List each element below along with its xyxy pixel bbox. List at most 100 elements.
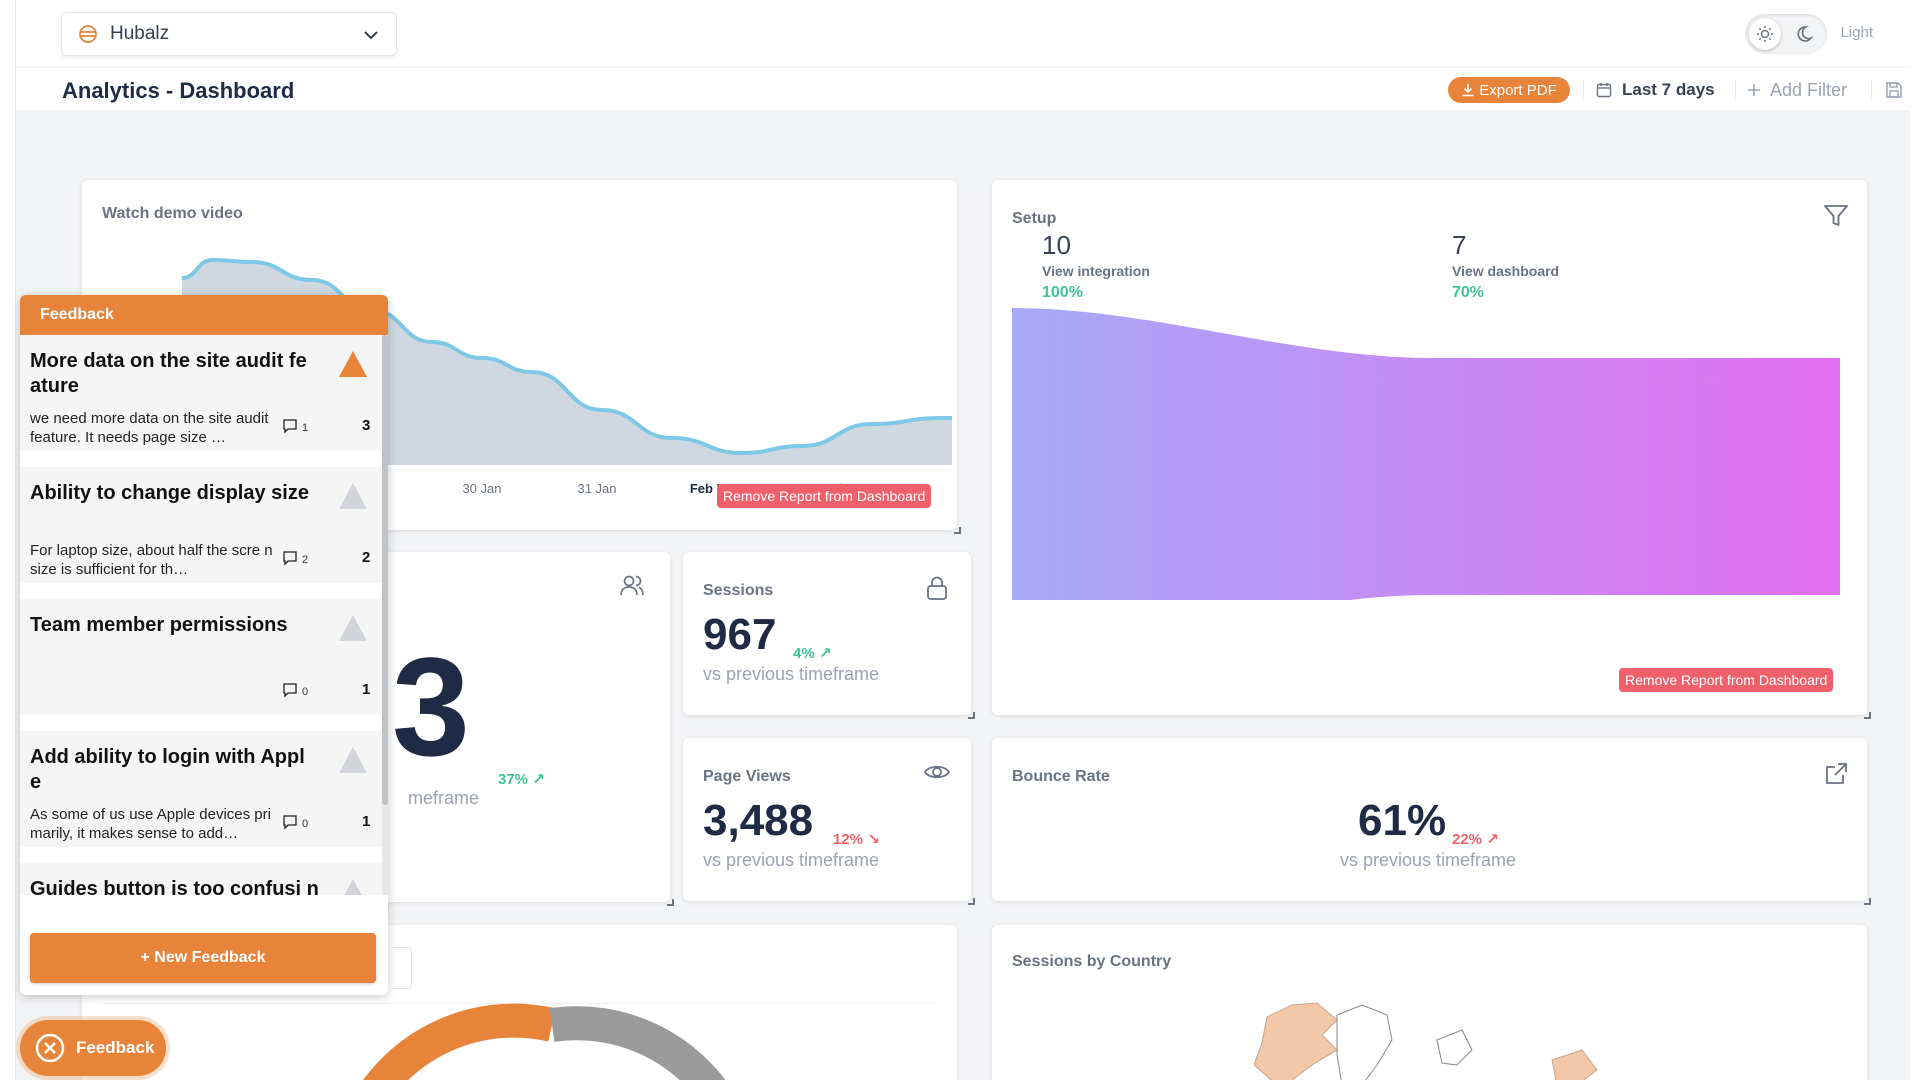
feedback-vote-count: 1 — [362, 681, 371, 698]
remove-report-button[interactable]: Remove Report from Dashboard — [1619, 668, 1834, 692]
feedback-vote-count: 1 — [362, 813, 371, 830]
setup-funnel-chart — [1012, 308, 1840, 600]
resize-handle[interactable] — [1864, 898, 1871, 905]
feedback-item[interactable]: Guides button is too confusi ng — [20, 863, 382, 895]
upvote-icon[interactable] — [338, 613, 368, 643]
users-vs-label: meframe — [408, 788, 480, 808]
users-value: 3 — [392, 628, 470, 785]
sessions-by-country-card: Sessions by Country — [992, 925, 1867, 1080]
upvote-icon[interactable] — [338, 481, 368, 511]
theme-toggle-knob — [1749, 18, 1781, 50]
feedback-vote-count: 2 — [362, 549, 371, 566]
map-region-scandinavia — [1336, 1004, 1393, 1080]
upvote-icon[interactable] — [338, 745, 368, 775]
feedback-item[interactable]: Ability to change display size For laptop… — [20, 467, 382, 591]
setup-funnel-card: Setup 10 View integration 100% 7 View da… — [992, 180, 1871, 719]
page-views-value: 3,488 — [703, 796, 814, 845]
feedback-comments: 1 — [282, 418, 308, 434]
page-views-vs-label: vs previous timeframe — [703, 850, 880, 870]
world-map — [1253, 1002, 1598, 1080]
donut-segment-orange — [363, 1003, 556, 1080]
x-tick-label: 31 Jan — [577, 481, 616, 496]
feedback-item-title: Add ability to login with Appl e — [30, 746, 305, 793]
feedback-list[interactable]: More data on the site audit fe ature we n… — [20, 335, 388, 895]
bounce-rate-card: Bounce Rate 61% 22% ↗ vs previous timefr… — [992, 738, 1871, 905]
card-title: Page Views — [703, 768, 791, 785]
bounce-rate-delta: 22% ↗ — [1452, 831, 1499, 848]
feedback-item-title: Guides button is too confusi ng — [30, 878, 319, 895]
filter-icon[interactable] — [1822, 202, 1850, 230]
feedback-item-title: Ability to change display size — [30, 482, 309, 504]
date-range-picker[interactable]: Last 7 days — [1596, 76, 1715, 104]
feedback-item[interactable]: Add ability to login with Appl e As some … — [20, 731, 382, 855]
divider — [1583, 80, 1584, 100]
upvote-icon[interactable] — [338, 349, 368, 379]
external-link-icon[interactable] — [1822, 760, 1850, 788]
save-icon[interactable] — [1884, 80, 1904, 100]
card-title: Sessions by Country — [1012, 953, 1172, 970]
feedback-vote-count: 3 — [362, 417, 371, 434]
page-views-card: Page Views 3,488 12% ↘ vs previous timef… — [683, 738, 975, 905]
feedback-comments: 2 — [282, 550, 308, 566]
funnel-step-label: View dashboard — [1452, 263, 1560, 279]
divider — [1735, 80, 1736, 100]
donut-segment-gray — [549, 1006, 726, 1080]
theme-toggle[interactable] — [1745, 14, 1827, 54]
resize-handle[interactable] — [954, 527, 961, 534]
resize-handle[interactable] — [968, 712, 975, 719]
sessions-delta-value: 4% — [793, 645, 815, 662]
comment-icon — [283, 551, 297, 566]
resize-handle[interactable] — [1864, 712, 1871, 719]
bounce-rate-vs-label: vs previous timeframe — [1340, 850, 1517, 870]
funnel-step-label: View integration — [1042, 263, 1150, 279]
page-header: Analytics - Dashboard Export PDF Last 7 … — [16, 68, 1911, 110]
add-filter-button[interactable]: Add Filter — [1746, 76, 1847, 104]
upvote-icon[interactable] — [338, 877, 368, 895]
bounce-rate-delta-value: 22% — [1452, 831, 1483, 848]
date-range-label: Last 7 days — [1622, 80, 1715, 99]
feedback-launcher-label: Feedback — [76, 1038, 155, 1057]
sessions-delta: 4% ↗ — [793, 645, 832, 662]
feedback-comment-count: 0 — [302, 686, 309, 698]
feedback-header: Feedback — [20, 295, 388, 335]
feedback-launcher-button[interactable]: Feedback — [20, 1020, 166, 1076]
app-selector[interactable]: Hubalz — [61, 12, 397, 56]
sun-icon — [1757, 26, 1773, 42]
export-pdf-button[interactable]: Export PDF — [1448, 77, 1570, 103]
feedback-comment-count: 0 — [302, 818, 309, 830]
funnel-step-value: 10 — [1042, 230, 1071, 260]
chevron-down-icon — [364, 31, 378, 40]
app-selector-label: Hubalz — [110, 23, 170, 44]
comment-icon — [283, 683, 297, 698]
feedback-item[interactable]: Team member permissions 0 1 — [20, 599, 382, 723]
feedback-comments: 0 — [282, 682, 308, 698]
plus-icon — [1748, 84, 1760, 96]
card-title: Watch demo video — [102, 205, 243, 222]
scrollbar-thumb[interactable] — [382, 335, 388, 805]
area-line — [181, 257, 952, 456]
remove-report-button[interactable]: Remove Report from Dashboard — [717, 484, 932, 508]
calendar-icon — [1596, 83, 1612, 98]
page-title: Analytics - Dashboard — [62, 78, 295, 103]
moon-icon — [1797, 26, 1814, 42]
map-region-europe — [1253, 1002, 1338, 1080]
dropdown-selector[interactable] — [392, 947, 412, 989]
sessions-value: 967 — [703, 610, 777, 659]
top-bar: Hubalz Light — [16, 0, 1911, 68]
feedback-item[interactable]: More data on the site audit fe ature we n… — [20, 335, 382, 459]
app-shell: Hubalz Light Analytics - Dashboard Expor… — [15, 0, 1911, 1080]
users-icon — [620, 575, 644, 596]
x-tick-label: 30 Jan — [462, 481, 501, 496]
hubalz-logo-icon — [79, 25, 97, 43]
resize-handle[interactable] — [667, 899, 674, 906]
resize-handle[interactable] — [968, 898, 975, 905]
theme-label: Light — [1840, 24, 1873, 41]
close-circle-icon — [35, 1033, 65, 1063]
feedback-item-title: Team member permissions — [30, 614, 288, 636]
card-title: Bounce Rate — [1012, 768, 1110, 785]
feedback-scrollbar[interactable] — [382, 335, 388, 895]
sessions-vs-label: vs previous timeframe — [703, 664, 880, 684]
download-icon — [1462, 84, 1474, 97]
feedback-item-description: As some of us use Apple devices pri mari… — [30, 806, 271, 842]
new-feedback-button[interactable]: + New Feedback — [30, 933, 376, 983]
